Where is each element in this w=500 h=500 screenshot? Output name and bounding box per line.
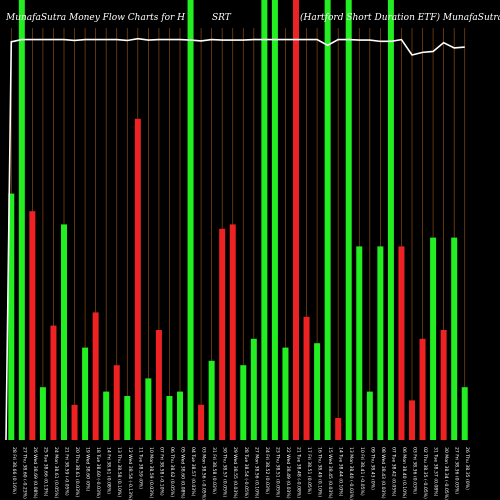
x-tick-label: 21 Tue 38.48 (-0.08%) xyxy=(296,447,302,498)
bar xyxy=(39,387,46,440)
bar xyxy=(103,391,110,440)
x-tick-label: 19 Wed 38.60 (0%) xyxy=(85,447,91,491)
bars xyxy=(8,0,468,441)
price-series-line xyxy=(5,37,465,441)
x-tick-label: 02 Thu 38.35 (-0.05%) xyxy=(422,447,428,499)
x-tick-label: 13 Mon 38.40 (-0.03%) xyxy=(348,447,354,500)
x-tick-label: 05 Wed 38.60 (0.08%) xyxy=(180,447,186,499)
x-tick-label: 27 Fri 38.36 (0.03%) xyxy=(454,447,460,494)
x-tick-label: 29 Wed 38.55 (0.03%) xyxy=(232,447,238,499)
bar xyxy=(50,325,57,440)
bar xyxy=(461,387,468,440)
x-tick-label: 15 Wed 38.45 (0.03%) xyxy=(327,447,333,499)
bar xyxy=(314,343,321,440)
bar xyxy=(335,418,342,440)
header-right: (Hartford Short Duration ETF) MunafaSutr… xyxy=(300,12,500,23)
bar xyxy=(177,391,183,440)
bar xyxy=(145,378,152,440)
x-tick-label: 06 Mon 38.40 (0.10%) xyxy=(401,447,407,498)
bar xyxy=(293,0,299,440)
bar xyxy=(82,347,89,440)
x-tick-label: 04 Tue 38.57 (0.03%) xyxy=(190,447,196,497)
bar xyxy=(124,396,131,440)
x-tick-label: 14 Tue 38.44 (0.10%) xyxy=(338,447,344,497)
bar xyxy=(240,365,247,440)
bar xyxy=(324,0,331,440)
x-tick-labels: 28 Fri 38.66 (0.16%) 27 Thu 38.60 (-0.23%… xyxy=(11,447,470,500)
x-tick-label: 30 Thu 38.57 (0.05%) xyxy=(222,447,228,497)
bar xyxy=(419,338,426,440)
bar xyxy=(366,391,373,440)
bar xyxy=(29,211,36,440)
bar xyxy=(398,246,405,440)
x-tick-label: 09 Thu 38.43 (0%) xyxy=(369,447,375,490)
x-tick-label: 17 Fri 38.51 (0.05%) xyxy=(306,447,312,494)
bar xyxy=(113,365,120,440)
bar xyxy=(303,316,310,440)
x-tick-label: 12 Wed 38.54 (-0.13%) xyxy=(127,447,133,500)
x-tick-label: 10 Mon 38.59 (0.03%) xyxy=(148,447,154,498)
bar xyxy=(61,224,67,440)
bar xyxy=(356,246,363,440)
header-middle: SRT xyxy=(212,13,232,23)
x-tick-label: 18 Tue 38.60 (-0.03%) xyxy=(95,447,101,498)
bar xyxy=(187,0,194,440)
x-tick-label: 28 Fri 38.66 (0.16%) xyxy=(11,447,17,494)
bar xyxy=(250,338,257,440)
x-tick-label: 27 Mon 38.56 (0.10%) xyxy=(253,447,259,498)
bar xyxy=(8,193,15,440)
bar xyxy=(134,118,141,441)
bar xyxy=(409,400,415,440)
x-tick-label: 26 Wed 38.69 (0.08%) xyxy=(32,447,38,499)
bar xyxy=(377,246,384,440)
header-left: MunafaSutra Money Flow Charts for H xyxy=(5,13,185,23)
x-tick-label: 31 Fri 38.58 (0.03%) xyxy=(211,447,217,494)
x-tick-label: 10 Fri 38.41 (-0.05%) xyxy=(359,447,365,496)
bar xyxy=(430,237,437,440)
x-tick-label: 03 Mon 38.56 (-0.05%) xyxy=(201,447,207,500)
x-tick-label: 24 Fri 38.52 (0.03%) xyxy=(264,447,270,494)
x-tick-label: 11 Tue 38.59 (0%) xyxy=(137,447,143,489)
x-tick-label: 20 Thu 38.61 (0.03%) xyxy=(74,447,80,497)
bar xyxy=(166,396,173,440)
bar xyxy=(261,0,268,440)
x-tick-label: 13 Thu 38.58 (0.10%) xyxy=(116,447,122,497)
x-tick-label: 22 Wed 38.49 (0.03%) xyxy=(285,447,291,499)
x-tick-label: 23 Thu 38.51 (0.05%) xyxy=(274,447,280,497)
bar xyxy=(229,224,236,440)
x-tick-label: 24 Mon 38.61 (0.05%) xyxy=(53,447,59,498)
x-tick-label: 25 Tue 38.66 (0.13%) xyxy=(42,447,48,497)
x-tick-label: 08 Wed 38.43 (0.03%) xyxy=(380,447,386,499)
bar xyxy=(387,0,394,440)
bar xyxy=(219,228,226,440)
x-tick-label: 30 Mon 38.34 (-0.05%) xyxy=(443,447,449,500)
x-tick-label: 27 Thu 38.60 (-0.23%) xyxy=(21,447,27,499)
bar xyxy=(71,404,78,440)
bar xyxy=(92,312,99,440)
bar xyxy=(208,360,215,440)
x-tick-label: 07 Tue 38.42 (0.05%) xyxy=(390,447,396,497)
x-tick-label: 21 Fri 38.59 (-0.05%) xyxy=(64,447,70,496)
x-tick-label: 26 Thu 38.35 (0%) xyxy=(464,447,470,490)
bar xyxy=(155,330,162,440)
bar xyxy=(451,237,458,440)
bar xyxy=(282,347,289,440)
x-tick-label: 28 Tue 38.54 (-0.05%) xyxy=(243,447,249,498)
x-tick-label: 14 Fri 38.61 (0.08%) xyxy=(106,447,112,494)
x-tick-label: 16 Thu 38.49 (0.10%) xyxy=(317,447,323,497)
x-tick-label: 31 Tue 38.37 (0.08%) xyxy=(433,447,439,497)
x-tick-label: 03 Fri 38.36 (0.03%) xyxy=(412,447,418,494)
x-tick-label: 07 Fri 38.58 (-0.10%) xyxy=(158,447,164,496)
bar xyxy=(345,0,352,440)
bar xyxy=(198,404,205,440)
bar xyxy=(18,0,25,440)
bar xyxy=(271,0,278,440)
x-tick-label: 06 Thu 38.62 (0.05%) xyxy=(169,447,175,497)
price-line xyxy=(5,37,465,441)
bar xyxy=(440,330,447,440)
